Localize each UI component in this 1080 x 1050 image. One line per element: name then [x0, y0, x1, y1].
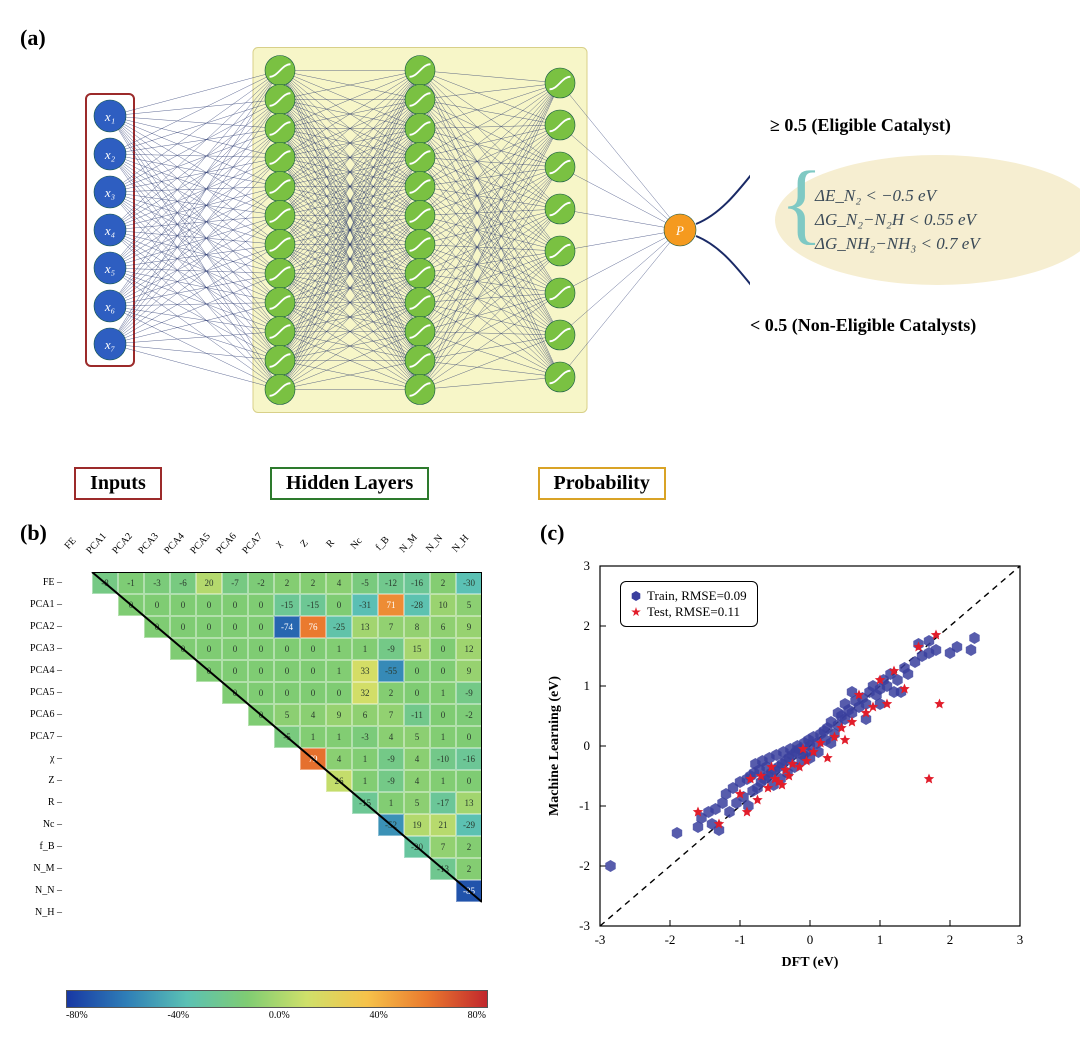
svg-text:1: 1 — [877, 932, 884, 947]
criteria-brace: { — [780, 152, 823, 255]
criteria-3: ΔG_NH₂−NH₃ < 0.7 eV — [815, 234, 980, 254]
panel-b: (b) FEPCA1PCA2PCA3PCA4PCA5PCA6PCA7χZRNcf… — [20, 520, 530, 1021]
heatmap-grid: -8-1-3-620-7-2224-5-12-162-30000000-15-1… — [66, 572, 482, 924]
colorbar — [66, 990, 488, 1008]
legend-test: Test, RMSE=0.11 — [631, 604, 747, 620]
svg-text:P: P — [675, 223, 684, 238]
section-hidden: Hidden Layers — [270, 467, 429, 500]
svg-text:-2: -2 — [665, 932, 676, 947]
legend-star-icon — [631, 607, 641, 617]
criteria-2: ΔG_N₂−N₂H < 0.55 eV — [815, 210, 976, 230]
section-inputs: Inputs — [74, 467, 162, 500]
panel-a-label: (a) — [20, 25, 46, 51]
scatter-plot: -3 -2 -1 0 1 2 3 -3 -2 -1 0 1 2 3 DFT (eV) Machine Lear… — [540, 546, 1040, 976]
panel-c: (c) -3 -2 -1 0 1 2 3 -3 -2 -1 0 1 2 3 DFT (eV) Machine … — [540, 520, 1060, 1021]
svg-text:-2: -2 — [579, 858, 590, 873]
svg-text:-3: -3 — [579, 918, 590, 933]
svg-text:Machine Learning (eV): Machine Learning (eV) — [547, 676, 562, 816]
svg-text:x₂: x₂ — [104, 147, 116, 162]
panel-a: (a) x₁ x₂ x₃ x₄ x₅ x₆ x₇ P ≥ 0.5 (Eligible Cata… — [20, 20, 1060, 510]
section-labels: Inputs Hidden Layers Probability — [20, 467, 720, 500]
panel-row-bc: (b) FEPCA1PCA2PCA3PCA4PCA5PCA6PCA7χZRNcf… — [20, 520, 1060, 1021]
svg-text:-1: -1 — [579, 798, 590, 813]
svg-text:0: 0 — [807, 932, 814, 947]
svg-text:x₇: x₇ — [104, 337, 116, 352]
legend-hex-icon — [631, 591, 641, 601]
heatmap: FEPCA1PCA2PCA3PCA4PCA5PCA6PCA7χZRNcf_BN_… — [20, 546, 520, 986]
svg-text:3: 3 — [584, 558, 591, 573]
heatmap-row-labels: FE –PCA1 –PCA2 –PCA3 –PCA4 –PCA5 –PCA6 –… — [20, 572, 65, 924]
svg-text:2: 2 — [947, 932, 954, 947]
svg-text:3: 3 — [1017, 932, 1024, 947]
svg-text:1: 1 — [584, 678, 591, 693]
svg-text:x₃: x₃ — [104, 185, 115, 200]
heatmap-col-labels: FEPCA1PCA2PCA3PCA4PCA5PCA6PCA7χZRNcf_BN_… — [66, 546, 482, 557]
section-prob: Probability — [538, 467, 666, 500]
nn-diagram: x₁ x₂ x₃ x₄ x₅ x₆ x₇ P — [50, 20, 750, 450]
svg-text:x₅: x₅ — [104, 261, 115, 276]
threshold-ge: ≥ 0.5 (Eligible Catalyst) — [770, 115, 951, 136]
svg-text:DFT (eV): DFT (eV) — [782, 955, 839, 970]
svg-text:-3: -3 — [595, 932, 606, 947]
criteria-1: ΔE_N₂ < −0.5 eV — [815, 186, 936, 206]
svg-text:0: 0 — [584, 738, 591, 753]
threshold-lt: < 0.5 (Non-Eligible Catalysts) — [750, 315, 976, 336]
legend-train: Train, RMSE=0.09 — [631, 588, 747, 604]
panel-c-label: (c) — [540, 520, 1060, 546]
svg-text:x₄: x₄ — [104, 223, 116, 238]
svg-text:-1: -1 — [735, 932, 746, 947]
scatter-legend: Train, RMSE=0.09 Test, RMSE=0.11 — [620, 581, 758, 627]
svg-text:2: 2 — [584, 618, 591, 633]
svg-text:x₆: x₆ — [104, 299, 115, 314]
svg-text:x₁: x₁ — [104, 109, 115, 124]
colorbar-ticks: -80%-40%0.0%40%80% — [66, 1010, 486, 1021]
